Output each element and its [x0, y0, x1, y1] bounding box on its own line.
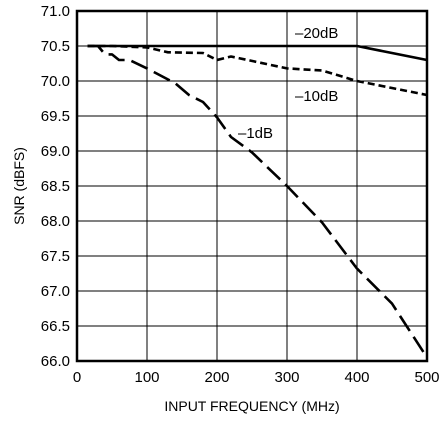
- series-label-minus10db: –10dB: [295, 88, 338, 105]
- plot-frame: [75, 9, 429, 363]
- y-tick-label: 70.5: [41, 38, 70, 55]
- x-tick-label: 400: [344, 369, 369, 386]
- series-line-1: [87, 44, 428, 97]
- x-tick-label: 200: [204, 369, 229, 386]
- y-tick-label: 66.5: [41, 318, 70, 335]
- y-tick-label: 71.0: [41, 3, 70, 20]
- y-tick-labels: 66.0 66.5 67.0 67.5 68.0 68.5 69.0 69.5 70.0 70.5…: [41, 3, 70, 370]
- y-tick-label: 70.0: [41, 73, 70, 90]
- series-lines: [87, 44, 429, 359]
- x-tick-label: 0: [73, 369, 81, 386]
- x-axis-label: INPUT FREQUENCY (MHz): [164, 398, 339, 414]
- y-tick-label: 68.0: [41, 213, 70, 230]
- y-tick-label: 69.5: [41, 108, 70, 125]
- series-line-2: [87, 44, 429, 359]
- x-tick-label: 100: [134, 369, 159, 386]
- y-tick-label: 66.0: [41, 353, 70, 370]
- x-tick-label: 300: [274, 369, 299, 386]
- y-tick-label: 67.0: [41, 283, 70, 300]
- y-axis-label: SNR (dBFS): [11, 147, 27, 225]
- y-tick-label: 67.5: [41, 248, 70, 265]
- series-label-minus20db: –20dB: [295, 25, 338, 42]
- series-label-minus1db: –1dB: [238, 125, 273, 142]
- grid: [76, 10, 428, 362]
- x-tick-labels: 0 100 200 300 400 500: [73, 369, 440, 386]
- x-tick-label: 500: [414, 369, 439, 386]
- y-tick-label: 69.0: [41, 143, 70, 160]
- y-tick-label: 68.5: [41, 178, 70, 195]
